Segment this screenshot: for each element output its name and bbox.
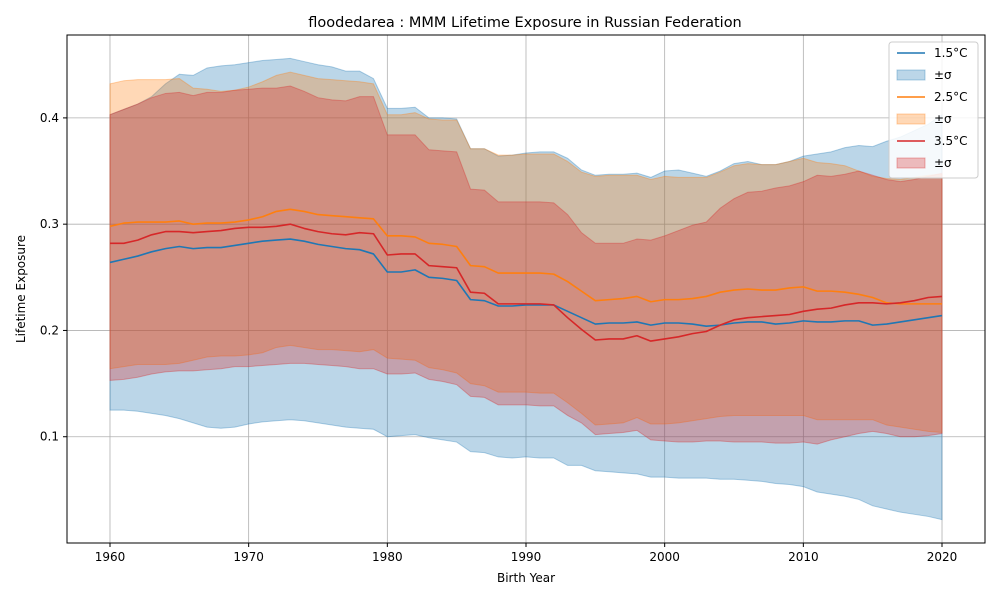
legend-band-swatch: [896, 113, 926, 125]
y-tick-label: 0.1: [40, 430, 59, 444]
line-series-2: [109, 208, 943, 305]
legend-box: [888, 41, 979, 179]
x-axis: 1960 1970 1980 1990 2000 2010 2020: [95, 543, 958, 564]
y-tick-label: 0.2: [40, 323, 59, 337]
series-lines: [109, 208, 943, 342]
legend-label: ±σ: [934, 112, 952, 126]
legend-band-swatch: [896, 69, 926, 81]
legend-label: 3.5°C: [934, 134, 967, 148]
legend-label: 2.5°C: [934, 90, 967, 104]
chart-title: floodedarea : MMM Lifetime Exposure in R…: [308, 15, 742, 31]
y-tick-label: 0.3: [40, 217, 59, 231]
band-series-1: [109, 57, 943, 521]
x-tick-label: 1990: [511, 550, 542, 564]
legend: 1.5°C ±σ 2.5°C ±σ 3.5°C ±σ: [888, 41, 979, 179]
legend-label: ±σ: [934, 156, 952, 170]
band-series-3: [109, 85, 943, 445]
y-tick-label: 0.4: [40, 111, 59, 125]
x-axis-label: Birth Year: [497, 571, 555, 585]
x-tick-label: 2020: [927, 550, 958, 564]
grid: [67, 35, 985, 543]
y-axis: 0.1 0.2 0.3 0.4: [40, 111, 67, 444]
x-tick-label: 2010: [788, 550, 819, 564]
x-tick-label: 2000: [649, 550, 680, 564]
line-series-3: [109, 223, 943, 342]
x-tick-label: 1960: [95, 550, 126, 564]
x-tick-label: 1980: [372, 550, 403, 564]
x-tick-label: 1970: [233, 550, 264, 564]
legend-label: ±σ: [934, 68, 952, 82]
y-axis-label: Lifetime Exposure: [14, 235, 28, 343]
legend-band-swatch: [896, 157, 926, 169]
band-series-2: [109, 71, 943, 434]
line-series-1: [109, 238, 943, 328]
legend-label: 1.5°C: [934, 46, 967, 60]
sigma-bands: [109, 57, 943, 521]
